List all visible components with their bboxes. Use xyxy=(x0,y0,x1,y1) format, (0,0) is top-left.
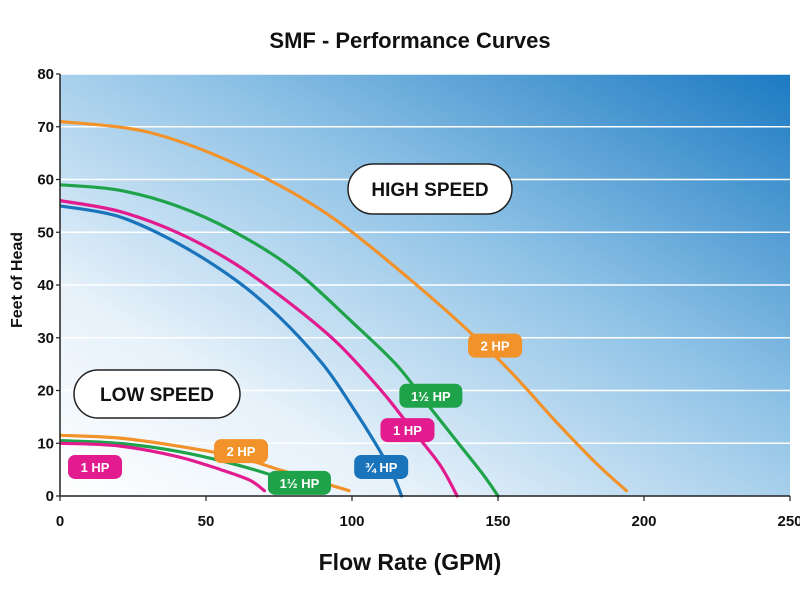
curve-high-2hp xyxy=(60,119,629,493)
low-speed-region-label: LOW SPEED xyxy=(73,369,241,419)
y-tick-label: 0 xyxy=(46,488,54,505)
curve-label-low: 2 HP xyxy=(214,439,269,464)
curve-label-text: 2 HP xyxy=(227,444,256,459)
curve-label-pill xyxy=(267,470,331,495)
curve-label-text: ¾ HP xyxy=(365,460,398,475)
high-speed-label: HIGH SPEED xyxy=(371,180,488,201)
curve-label-text: 1½ HP xyxy=(411,389,451,404)
curve-label-pill xyxy=(380,418,435,443)
curve-label-high: 1 HP xyxy=(380,418,435,443)
curve-label-pill xyxy=(354,454,409,479)
curve-label-text: 1½ HP xyxy=(280,476,320,491)
curve-label-high: 1½ HP xyxy=(399,383,463,408)
curve-label-pill xyxy=(468,333,523,358)
x-tick-label: 150 xyxy=(485,513,510,530)
x-tick-label: 100 xyxy=(339,513,364,530)
x-axis-title: Flow Rate (GPM) xyxy=(319,549,502,575)
y-axis-title: Feet of Head xyxy=(9,232,26,328)
curve-label-low: 1 HP xyxy=(68,454,123,479)
curve-labels: 2 HP 1½ HP 1 HP ¾ HP 2 HP 1½ HP 1 HP xyxy=(68,333,523,495)
x-tick-labels: 0 50 100 150 200 250 xyxy=(56,496,800,530)
curve-label-high: ¾ HP xyxy=(354,454,409,479)
curve-label-text: 1 HP xyxy=(81,460,110,475)
low-speed-label: LOW SPEED xyxy=(100,385,214,406)
curve-high-1hp xyxy=(60,183,500,498)
curve-label-text: 1 HP xyxy=(393,423,422,438)
high-speed-region-label: HIGH SPEED xyxy=(347,163,513,215)
x-tick-label: 200 xyxy=(631,513,656,530)
y-tick-label: 60 xyxy=(37,172,54,189)
x-tick-label: 0 xyxy=(56,513,64,530)
y-tick-label: 50 xyxy=(37,224,54,241)
curve-label-pill xyxy=(214,439,269,464)
curve-label-text: 2 HP xyxy=(481,339,510,354)
y-tick-label: 40 xyxy=(37,277,54,294)
curve-label-high: 2 HP xyxy=(468,333,523,358)
chart-title: SMF - Performance Curves xyxy=(269,28,550,53)
y-tick-label: 30 xyxy=(37,330,54,347)
curve-high-1hp xyxy=(60,199,459,498)
x-tick-label: 250 xyxy=(777,513,800,530)
y-tick-label: 80 xyxy=(37,66,54,83)
y-tick-label: 20 xyxy=(37,383,54,400)
curve-label-low: 1½ HP xyxy=(267,470,331,495)
y-tick-label: 70 xyxy=(37,119,54,136)
y-tick-labels: 0 10 20 30 40 50 60 70 80 xyxy=(37,66,60,505)
curve-label-pill xyxy=(68,454,123,479)
curve-low-1hp xyxy=(60,441,266,493)
x-tick-label: 50 xyxy=(198,513,215,530)
y-tick-label: 10 xyxy=(37,435,54,452)
curve-label-pill xyxy=(399,383,463,408)
